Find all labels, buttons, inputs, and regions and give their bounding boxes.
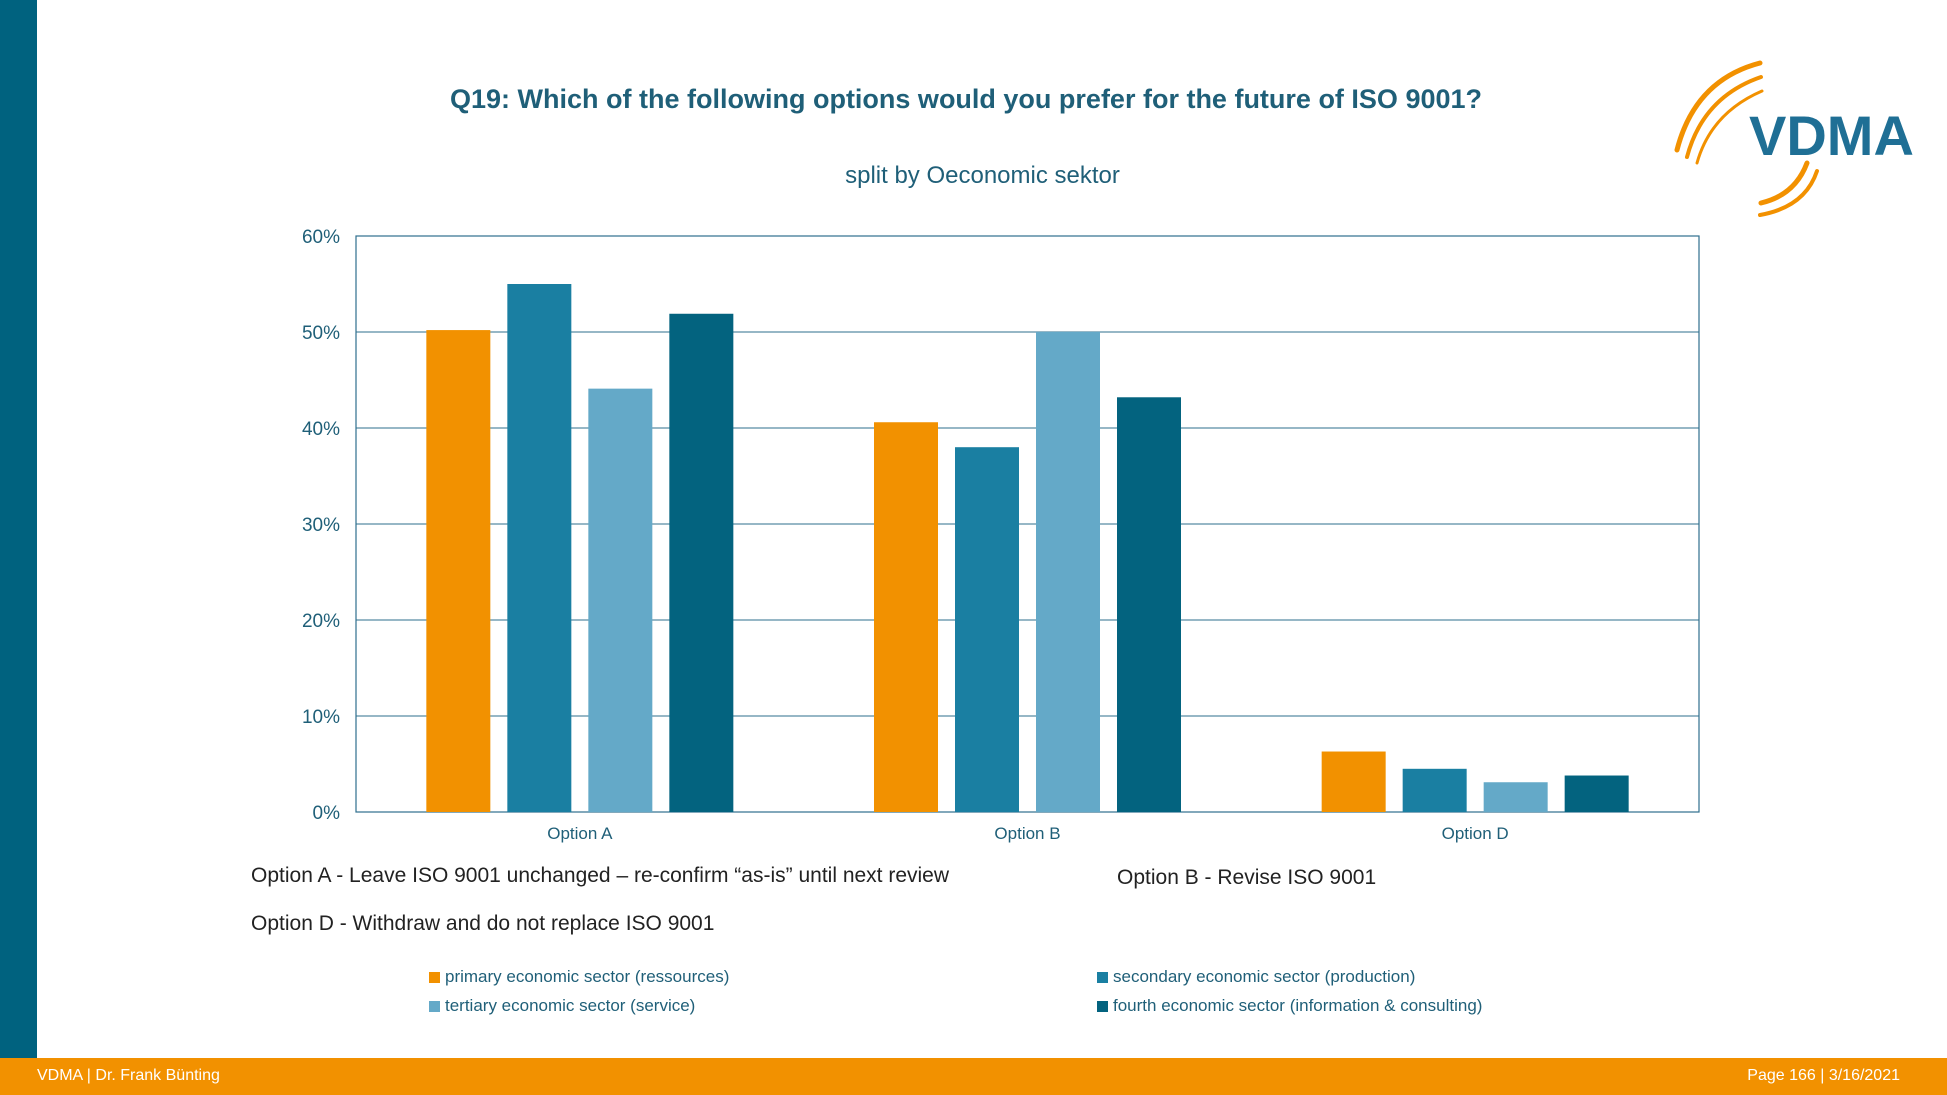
legend-swatch-tertiary xyxy=(429,1000,440,1012)
x-category-label: Option D xyxy=(1442,824,1509,843)
legend-label-primary: primary economic sector (ressources) xyxy=(445,967,730,986)
bar xyxy=(1117,397,1181,812)
y-tick-label: 20% xyxy=(302,611,340,632)
y-tick-label: 30% xyxy=(302,515,340,536)
bar xyxy=(874,422,938,812)
bar xyxy=(426,330,491,812)
legend-label-fourth: fourth economic sector (information & co… xyxy=(1113,996,1483,1015)
legend-label-tertiary: tertiary economic sector (service) xyxy=(445,996,696,1015)
vdma-logo: VDMA xyxy=(1674,60,1914,217)
legend-item-secondary: secondary economic sector (production) xyxy=(1097,967,1415,987)
option-d-note: Option D - Withdraw and do not replace I… xyxy=(251,912,715,935)
option-b-note: Option B - Revise ISO 9001 xyxy=(1117,866,1377,889)
legend-swatch-primary xyxy=(429,971,440,983)
legend-item-tertiary: tertiary economic sector (service) xyxy=(429,996,695,1016)
legend-swatch-secondary xyxy=(1097,971,1108,983)
legend-label-secondary: secondary economic sector (production) xyxy=(1113,967,1416,986)
bar xyxy=(507,284,572,812)
chart-title: Q19: Which of the following options woul… xyxy=(449,84,1482,114)
plot-area-frame xyxy=(355,235,1700,813)
bar xyxy=(1564,775,1629,812)
footer-bar: VDMA | Dr. Frank Bünting Page 166 | 3/16… xyxy=(0,1058,1947,1095)
bar xyxy=(669,313,734,812)
chart-subtitle: split by Oeconomic sektor xyxy=(845,162,1120,189)
legend-item-fourth: fourth economic sector (information & co… xyxy=(1097,996,1482,1016)
bar xyxy=(955,447,1019,812)
bar xyxy=(588,388,653,812)
y-tick-label: 60% xyxy=(302,227,340,248)
option-a-note: Option A - Leave ISO 9001 unchanged – re… xyxy=(251,864,950,887)
legend-swatch-fourth xyxy=(1097,1000,1108,1012)
bar-chart: 0%10%20%30%40%50%60% Option A Option B Opt… xyxy=(302,227,1700,843)
side-accent-bar xyxy=(0,0,37,1058)
x-category-label: Option A xyxy=(547,824,613,843)
bar xyxy=(1483,782,1548,812)
bar xyxy=(1402,768,1467,812)
logo-arcs xyxy=(1674,60,1819,217)
y-axis-tick-labels: 0% 10% 20% 30% 40% 50% 60% xyxy=(302,227,340,824)
y-tick-label: 0% xyxy=(313,803,341,824)
x-axis-category-labels: Option A Option B Option D xyxy=(547,824,1508,843)
bar xyxy=(1321,751,1386,812)
logo-text: VDMA xyxy=(1749,104,1914,167)
y-tick-label: 10% xyxy=(302,707,340,728)
y-tick-label: 40% xyxy=(302,419,340,440)
bar xyxy=(1036,332,1100,812)
chart-bars xyxy=(426,284,1629,812)
x-category-label: Option B xyxy=(994,824,1060,843)
footer-author: VDMA | Dr. Frank Bünting xyxy=(37,1067,220,1084)
legend-item-primary: primary economic sector (ressources) xyxy=(429,967,729,987)
footer-page-date: Page 166 | 3/16/2021 xyxy=(1747,1067,1900,1084)
y-tick-label: 50% xyxy=(302,323,340,344)
